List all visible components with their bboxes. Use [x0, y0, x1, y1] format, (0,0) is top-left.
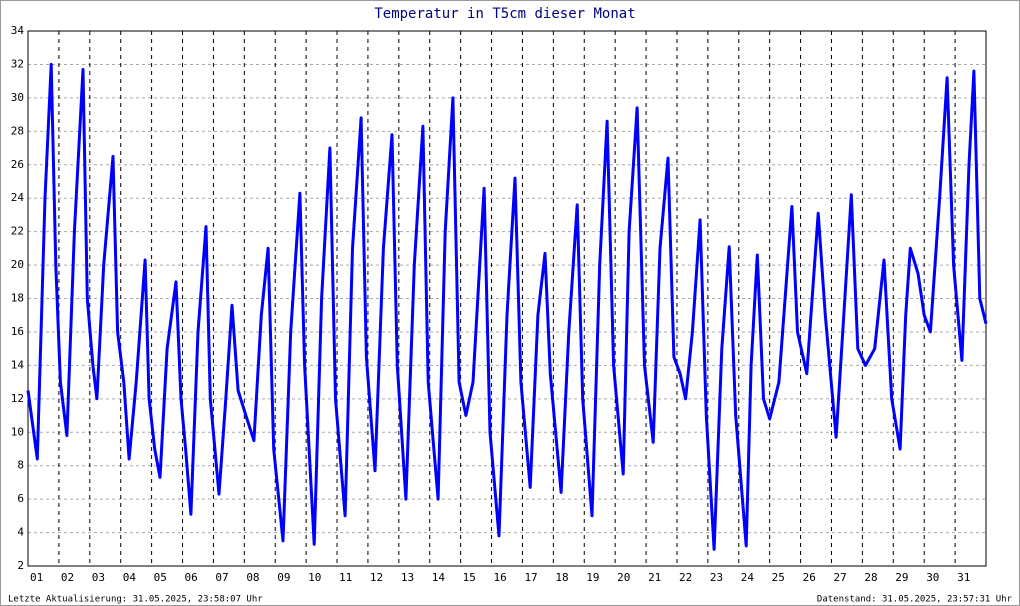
y-tick-label: 20 [11, 258, 24, 271]
x-tick-label: 27 [833, 571, 846, 584]
x-tick-label: 25 [772, 571, 785, 584]
x-tick-label: 17 [524, 571, 537, 584]
y-tick-label: 24 [11, 191, 25, 204]
y-tick-label: 16 [11, 325, 24, 338]
x-tick-label: 12 [370, 571, 383, 584]
x-tick-label: 16 [494, 571, 507, 584]
x-tick-label: 05 [154, 571, 167, 584]
x-tick-label: 22 [679, 571, 692, 584]
y-tick-label: 14 [11, 358, 25, 371]
x-tick-label: 03 [92, 571, 105, 584]
x-tick-label: 31 [957, 571, 970, 584]
x-tick-label: 13 [401, 571, 414, 584]
x-tick-label: 21 [648, 571, 661, 584]
x-tick-label: 29 [895, 571, 908, 584]
y-tick-label: 12 [11, 392, 24, 405]
y-tick-label: 6 [17, 492, 24, 505]
x-tick-label: 23 [710, 571, 723, 584]
footer-right: Datenstand: 31.05.2025, 23:57:31 Uhr [817, 595, 1013, 605]
x-tick-label: 19 [586, 571, 599, 584]
x-tick-label: 04 [123, 571, 137, 584]
x-tick-label: 09 [277, 571, 290, 584]
x-tick-label: 01 [30, 571, 43, 584]
y-tick-label: 28 [11, 124, 24, 137]
x-tick-label: 14 [432, 571, 446, 584]
x-tick-label: 20 [617, 571, 630, 584]
x-tick-label: 30 [926, 571, 939, 584]
y-tick-label: 22 [11, 225, 24, 238]
x-tick-label: 18 [555, 571, 568, 584]
temperature-line [26, 62, 988, 551]
y-tick-label: 2 [17, 559, 24, 572]
y-tick-label: 34 [11, 24, 25, 37]
y-tick-label: 18 [11, 292, 24, 305]
x-tick-label: 10 [308, 571, 321, 584]
x-tick-label: 28 [864, 571, 877, 584]
y-tick-label: 8 [17, 459, 24, 472]
y-tick-label: 32 [11, 57, 24, 70]
x-tick-label: 02 [61, 571, 74, 584]
x-tick-label: 08 [246, 571, 259, 584]
y-tick-label: 26 [11, 158, 24, 171]
x-tick-label: 11 [339, 571, 352, 584]
plot-border [27, 30, 987, 567]
y-tick-label: 10 [11, 425, 24, 438]
x-tick-label: 06 [185, 571, 198, 584]
x-tick-label: 26 [803, 571, 816, 584]
footer-left: Letzte Aktualisierung: 31.05.2025, 23:58… [8, 595, 263, 605]
y-tick-label: 30 [11, 91, 24, 104]
chart-title: Temperatur in T5cm dieser Monat [374, 6, 635, 22]
y-tick-label: 4 [17, 526, 24, 539]
x-tick-label: 07 [215, 571, 228, 584]
x-tick-label: 15 [463, 571, 476, 584]
x-tick-label: 24 [741, 571, 755, 584]
